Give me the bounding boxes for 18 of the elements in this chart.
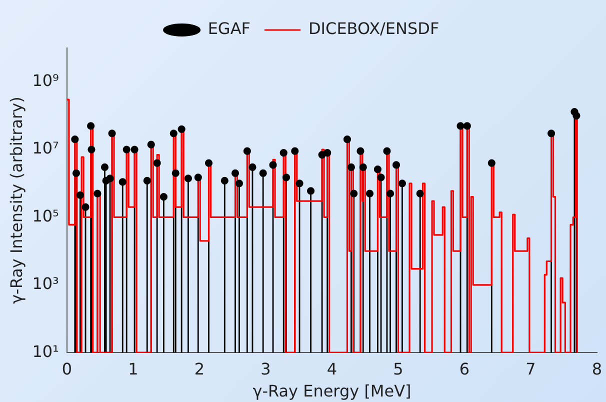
- x-axis-title: γ-Ray Energy [MeV]: [252, 382, 412, 401]
- legend-label: EGAF: [208, 19, 250, 38]
- x-tick-label: 0: [62, 359, 72, 378]
- x-tick-label: 3: [260, 359, 271, 378]
- x-tick-label: 4: [326, 359, 338, 378]
- y-axis-title: γ-Ray Intensity (arbitrary): [6, 96, 26, 304]
- y-tick-label: 10⁷: [32, 138, 59, 158]
- y-tick-label: 10⁵: [32, 206, 59, 226]
- x-tick-label: 5: [393, 359, 404, 378]
- x-tick-label: 7: [526, 359, 536, 378]
- x-tick-label: 8: [592, 359, 602, 378]
- y-tick-label: 10¹: [32, 342, 59, 361]
- y-tick-label: 10⁹: [32, 71, 59, 90]
- x-tick-label: 6: [459, 359, 470, 378]
- legend-label: DICEBOX/ENSDF: [308, 19, 440, 38]
- x-tick-label: 1: [128, 359, 138, 378]
- y-tick-label: 10³: [32, 274, 59, 294]
- x-tick-label: 2: [194, 359, 205, 378]
